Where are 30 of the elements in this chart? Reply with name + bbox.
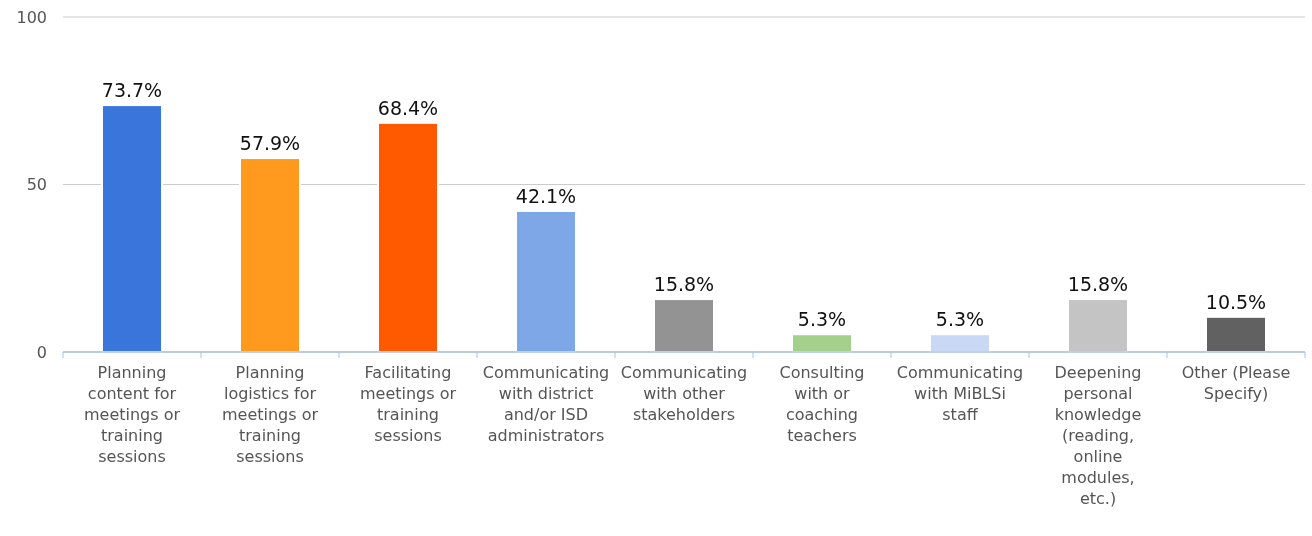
x-tick-label: Other (Please Specify) xyxy=(1181,363,1291,403)
x-tick-label: Communicating with MiBLSi staff xyxy=(896,363,1024,424)
y-tick-label: 50 xyxy=(26,175,47,195)
x-tick-label: Planning logistics for meetings or training sessions xyxy=(221,363,319,466)
bar xyxy=(929,333,991,353)
bar xyxy=(239,157,301,353)
data-label: 15.8% xyxy=(1067,273,1129,296)
bar xyxy=(1205,315,1267,353)
x-tick-label: Facilitating meetings or training sessions xyxy=(359,363,457,445)
bar xyxy=(515,209,577,353)
bar xyxy=(791,333,853,353)
x-tick-label: Deepening personal knowledge (reading, online modules, etc.) xyxy=(1054,363,1142,508)
data-label: 57.9% xyxy=(239,132,301,155)
bar xyxy=(1067,298,1129,353)
data-label: 73.7% xyxy=(101,79,163,102)
data-label: 5.3% xyxy=(935,308,985,331)
bar xyxy=(101,104,163,353)
x-tick-label: Consulting with or coaching teachers xyxy=(779,363,865,445)
data-label: 10.5% xyxy=(1205,290,1267,313)
data-label: 15.8% xyxy=(653,273,715,296)
data-label: 5.3% xyxy=(797,308,847,331)
bar xyxy=(377,121,439,353)
y-tick-label: 100 xyxy=(16,7,47,27)
data-label: 68.4% xyxy=(377,96,439,119)
y-tick-label: 0 xyxy=(36,342,47,362)
bar xyxy=(653,298,715,353)
data-label: 42.1% xyxy=(515,184,577,207)
x-tick-label: Communicating with other stakeholders xyxy=(620,363,748,424)
x-tick-label: Planning content for meetings or training sessions xyxy=(83,363,181,466)
x-tick-label: Communicating with district and/or ISD administrators xyxy=(482,363,610,445)
